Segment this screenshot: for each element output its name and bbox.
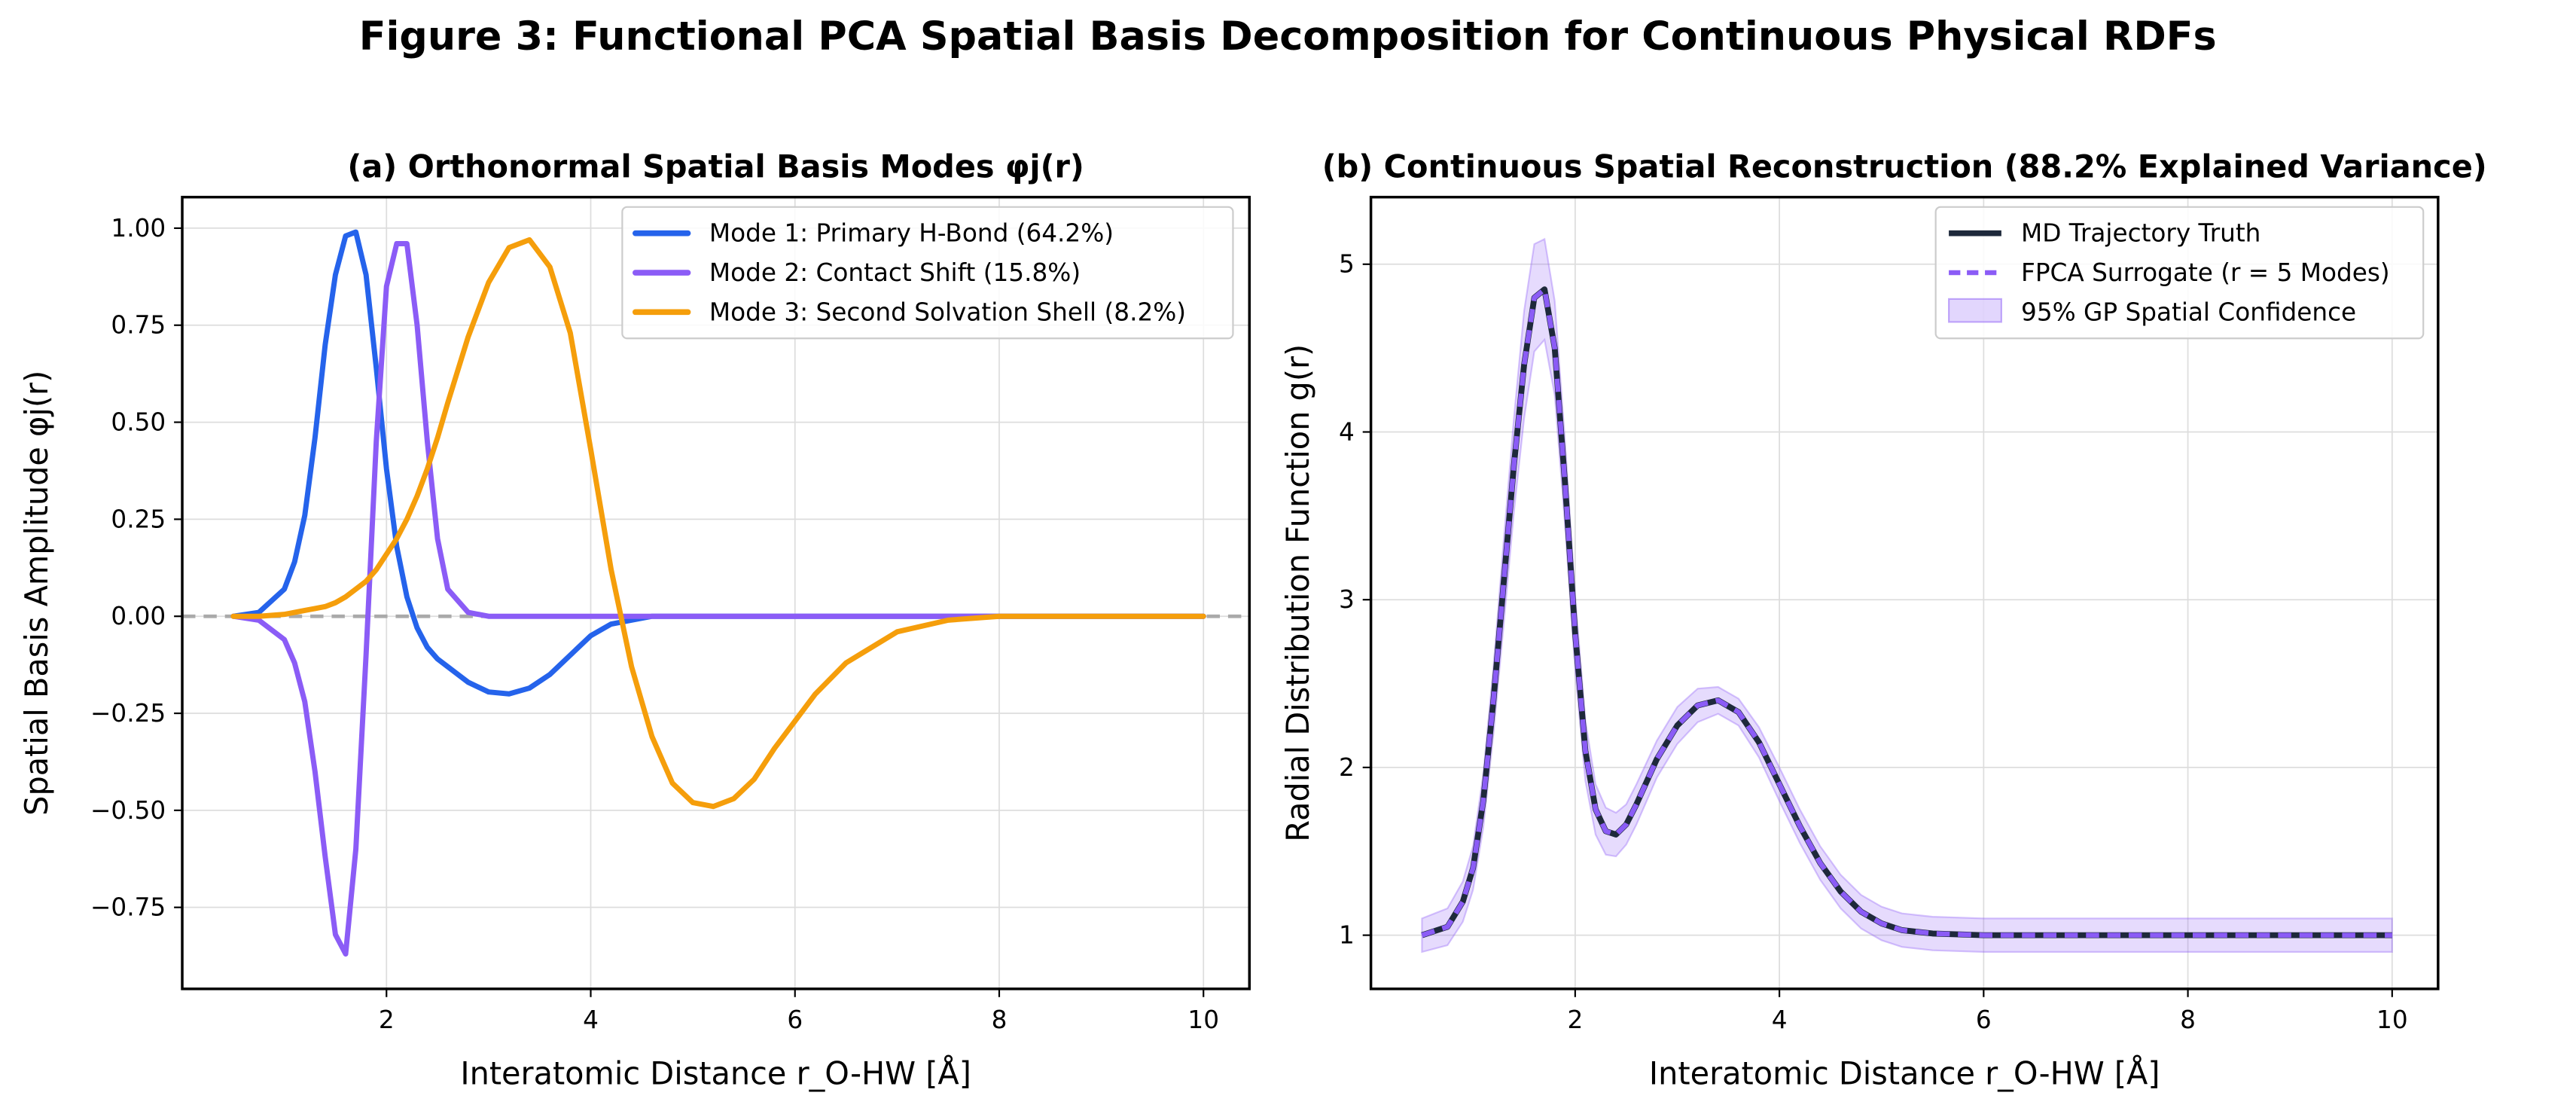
panel-b-frame	[1369, 195, 2440, 990]
panel-a-y-axis-label: Spatial Basis Amplitude φj(r)	[19, 371, 55, 816]
panel-b-y-axis-label: Radial Distribution Function g(r)	[1280, 344, 1316, 842]
panel-a-x-axis-label-text: Interatomic Distance r_O-HW [Å]	[460, 1055, 971, 1091]
panel-a-x-tick-label-4: 4	[583, 1006, 599, 1034]
panel-a-series-mode-3-line	[230, 237, 1206, 810]
panel-b-y-tick-label-2: 2	[1339, 753, 1355, 782]
figure-title: Figure 3: Functional PCA Spatial Basis D…	[358, 14, 2217, 60]
panel-b-x-axis-label: Interatomic Distance r_O-HW [Å]	[1649, 1055, 2160, 1091]
panel-b-x-tick-label-4: 4	[1772, 1006, 1788, 1034]
panel-a-legend-box	[621, 206, 1234, 340]
panel-b-y-tick-label-1: 1	[1339, 921, 1355, 950]
panel-a-ticks: 2 4 6 8 10 −0.75 −0.50 −0.25 0.00 0.25 0.50 0.75 1.0…	[90, 214, 1219, 1034]
panel-b-x-axis-label-text: Interatomic Distance r_O-HW [Å]	[1649, 1055, 2160, 1091]
panel-a-x-tick-label-10: 10	[1187, 1006, 1219, 1034]
panel-a-legend: Mode 1: Primary H-Bond (64.2%) Mode 2: C…	[621, 206, 1234, 340]
panel-a-y-tick-label-0-25: −0.25	[90, 699, 166, 728]
panel-a-y-tick-label-0-75: −0.75	[90, 893, 166, 922]
panel-b-x-tick-label-2: 2	[1567, 1006, 1583, 1034]
panel-a-title: (a) Orthonormal Spatial Basis Modes φj(r…	[347, 149, 1084, 185]
panel-a-x-axis-label: Interatomic Distance r_O-HW [Å]	[460, 1055, 971, 1091]
panel-a-y-tick-label-0-5: 0.50	[111, 407, 166, 436]
panel-a-y-tick-label-0-75: 0.75	[111, 311, 166, 340]
panel-a-x-tick-label-2: 2	[379, 1006, 395, 1034]
legend-swatch-confidence	[1948, 298, 2002, 323]
panel-b-confidence-band	[1421, 237, 2393, 954]
legend-label-mode-3: Mode 3: Second Solvation Shell (8.2%)	[709, 298, 1186, 326]
panel-a-title-text: (a) Orthonormal Spatial Basis Modes φj(r…	[347, 149, 1084, 185]
panel-b-y-tick-label-3: 3	[1339, 585, 1355, 614]
panel-a-y-tick-label-0-25: 0.25	[111, 505, 166, 533]
panel-b-title-text: (b) Continuous Spatial Reconstruction (8…	[1322, 149, 2487, 185]
panel-a-series-mode-2-line	[230, 241, 1206, 957]
legend-label-surrogate: FPCA Surrogate (r = 5 Modes)	[2021, 258, 2390, 287]
panel-a-x-tick-label-8: 8	[992, 1006, 1008, 1034]
panel-b-legend: MD Trajectory Truth FPCA Surrogate (r = …	[1934, 206, 2425, 340]
panel-a-x-tick-label-6: 6	[787, 1006, 803, 1034]
panel-a-y-tick-label-1: 1.00	[111, 214, 166, 243]
panel-b-y-tick-label-5: 5	[1339, 250, 1355, 279]
legend-label-mode-1: Mode 1: Primary H-Bond (64.2%)	[709, 219, 1114, 248]
panel-a-plot-area	[182, 229, 1250, 957]
panel-b-series-truth-line	[1421, 286, 2392, 938]
legend-label-confidence: 95% GP Spatial Confidence	[2021, 298, 2356, 326]
panel-b-title: (b) Continuous Spatial Reconstruction (8…	[1322, 149, 2487, 185]
panel-b-y-axis-label-text: Radial Distribution Function g(r)	[1280, 344, 1316, 842]
panel-a-y-axis-label-text: Spatial Basis Amplitude φj(r)	[19, 371, 55, 816]
panel-b-series-surrogate-line	[1421, 286, 2392, 938]
panel-b-plot-area	[1421, 237, 2393, 954]
panel-b-x-tick-label-6: 6	[1976, 1006, 1992, 1034]
legend-label-mode-2: Mode 2: Contact Shift (15.8%)	[709, 258, 1081, 287]
panel-b-legend-box	[1934, 206, 2425, 340]
panel-b-y-tick-label-4: 4	[1339, 417, 1355, 446]
legend-label-truth: MD Trajectory Truth	[2021, 219, 2260, 248]
panel-a-y-tick-label-0-5: −0.50	[90, 796, 166, 825]
panel-b-x-tick-label-8: 8	[2180, 1006, 2196, 1034]
panel-a-frame	[181, 195, 1251, 990]
panel-a-y-tick-label-0: 0.00	[111, 602, 166, 630]
panel-a-basis-modes: 2 4 6 8 10 −0.75 −0.50 −0.25 0.00 0.25 0.50 0.75 1.0…	[19, 149, 1251, 1091]
panel-b-x-tick-label-10: 10	[2376, 1006, 2408, 1034]
